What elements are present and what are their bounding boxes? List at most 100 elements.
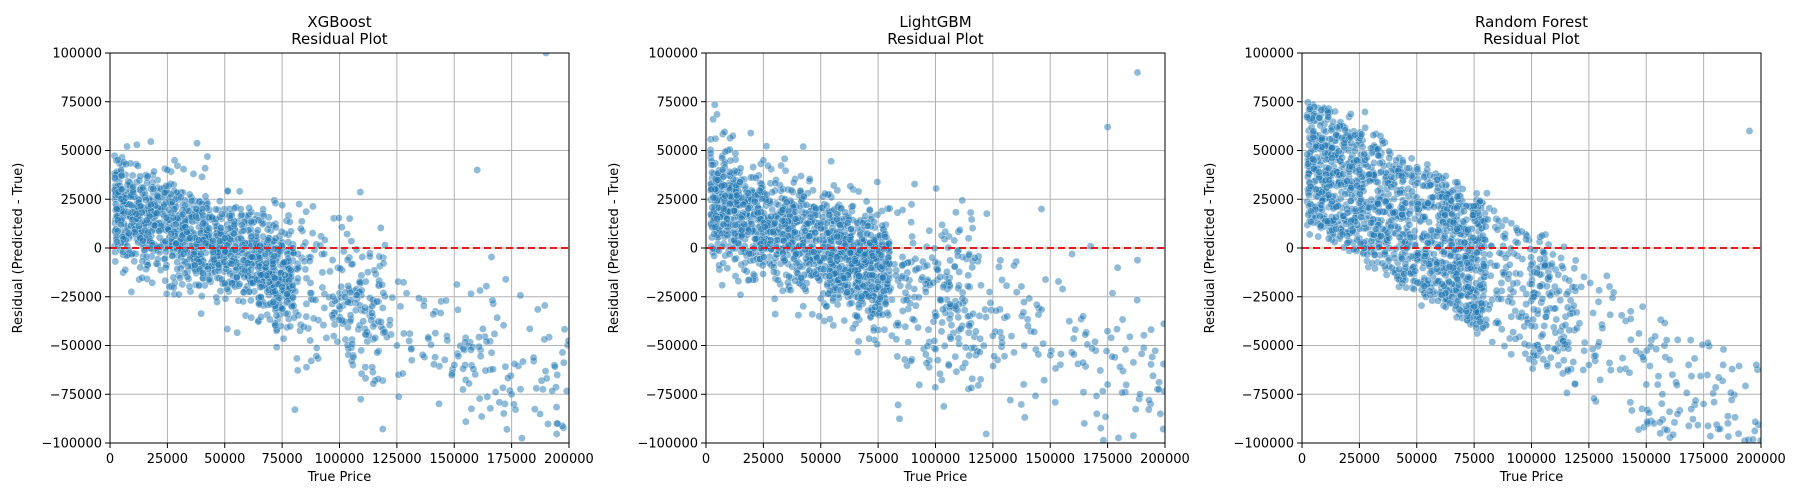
data-point — [907, 218, 915, 227]
data-point — [190, 261, 199, 270]
data-point — [1103, 327, 1112, 336]
data-point — [744, 189, 753, 198]
y-tick-label: 75000 — [61, 95, 102, 110]
data-point — [459, 344, 468, 353]
data-point — [1096, 424, 1105, 432]
data-point — [271, 321, 280, 330]
data-point — [939, 402, 948, 411]
data-point — [1057, 350, 1065, 358]
data-point — [283, 290, 291, 299]
data-point — [1373, 187, 1382, 195]
data-point — [272, 311, 281, 320]
data-point — [388, 293, 397, 302]
data-point — [941, 227, 950, 236]
data-point — [1159, 319, 1165, 328]
data-point — [1151, 346, 1160, 355]
data-point — [536, 410, 544, 418]
data-point — [232, 273, 241, 282]
data-point — [1390, 195, 1398, 203]
data-point — [320, 304, 329, 312]
data-point — [964, 234, 973, 243]
data-point — [361, 374, 370, 383]
data-point — [922, 359, 931, 368]
data-point — [736, 290, 745, 299]
data-point — [861, 212, 870, 220]
data-point — [878, 221, 887, 230]
scatter-points — [706, 68, 1165, 443]
data-point — [134, 162, 142, 170]
data-point — [201, 164, 209, 173]
data-point — [891, 271, 900, 280]
data-point — [731, 149, 740, 158]
data-point — [1385, 147, 1393, 156]
data-point — [1417, 301, 1426, 310]
data-point — [322, 334, 331, 342]
data-point — [805, 175, 814, 183]
data-point — [461, 417, 470, 426]
data-point — [351, 306, 360, 315]
data-point — [847, 225, 855, 234]
y-tick-label: −50000 — [50, 339, 102, 354]
data-point — [1549, 250, 1557, 259]
data-point — [836, 221, 844, 229]
data-point — [1493, 225, 1502, 234]
data-point — [1010, 348, 1018, 357]
data-point — [816, 224, 825, 233]
data-point — [1731, 413, 1739, 422]
data-point — [928, 253, 937, 262]
data-point — [162, 289, 171, 298]
data-point — [477, 412, 486, 421]
data-point — [291, 405, 299, 414]
data-point — [719, 205, 728, 213]
data-point — [1360, 220, 1369, 228]
data-point — [737, 231, 746, 240]
data-point — [718, 181, 726, 190]
data-point — [453, 280, 461, 289]
data-point — [1046, 351, 1055, 360]
data-point — [1030, 328, 1039, 336]
data-point — [183, 227, 191, 236]
data-point — [359, 317, 368, 326]
data-point — [1098, 387, 1107, 396]
data-point — [1591, 351, 1600, 360]
data-point — [530, 405, 539, 414]
data-point — [786, 286, 795, 295]
data-point — [1645, 408, 1654, 417]
data-point — [122, 160, 130, 168]
data-point — [399, 329, 408, 338]
data-point — [1673, 336, 1682, 344]
data-point — [1024, 322, 1032, 330]
data-point — [136, 172, 144, 181]
data-point — [223, 186, 232, 195]
data-point — [954, 313, 963, 322]
data-point — [791, 214, 800, 223]
data-point — [541, 367, 550, 376]
data-point — [763, 190, 771, 199]
data-point — [898, 261, 907, 269]
data-point — [475, 342, 483, 351]
data-point — [139, 237, 147, 245]
data-point — [1102, 347, 1111, 355]
data-point — [839, 274, 848, 282]
data-point — [309, 314, 318, 323]
data-point — [436, 309, 445, 317]
data-point — [278, 283, 286, 291]
data-point — [170, 156, 179, 165]
data-point — [881, 232, 889, 241]
data-point — [730, 255, 739, 264]
data-point — [766, 239, 774, 248]
data-point — [454, 305, 462, 314]
data-point — [493, 313, 502, 322]
data-point — [221, 248, 230, 256]
data-point — [1002, 281, 1011, 290]
data-point — [1646, 362, 1654, 370]
data-point — [220, 234, 229, 243]
data-point — [1408, 187, 1416, 196]
data-point — [121, 265, 130, 274]
x-tick-label: 200000 — [1140, 452, 1190, 467]
data-point — [1606, 366, 1615, 374]
data-point — [262, 259, 271, 268]
chart-title-line: Random Forest — [1475, 13, 1588, 31]
data-point — [256, 293, 265, 301]
